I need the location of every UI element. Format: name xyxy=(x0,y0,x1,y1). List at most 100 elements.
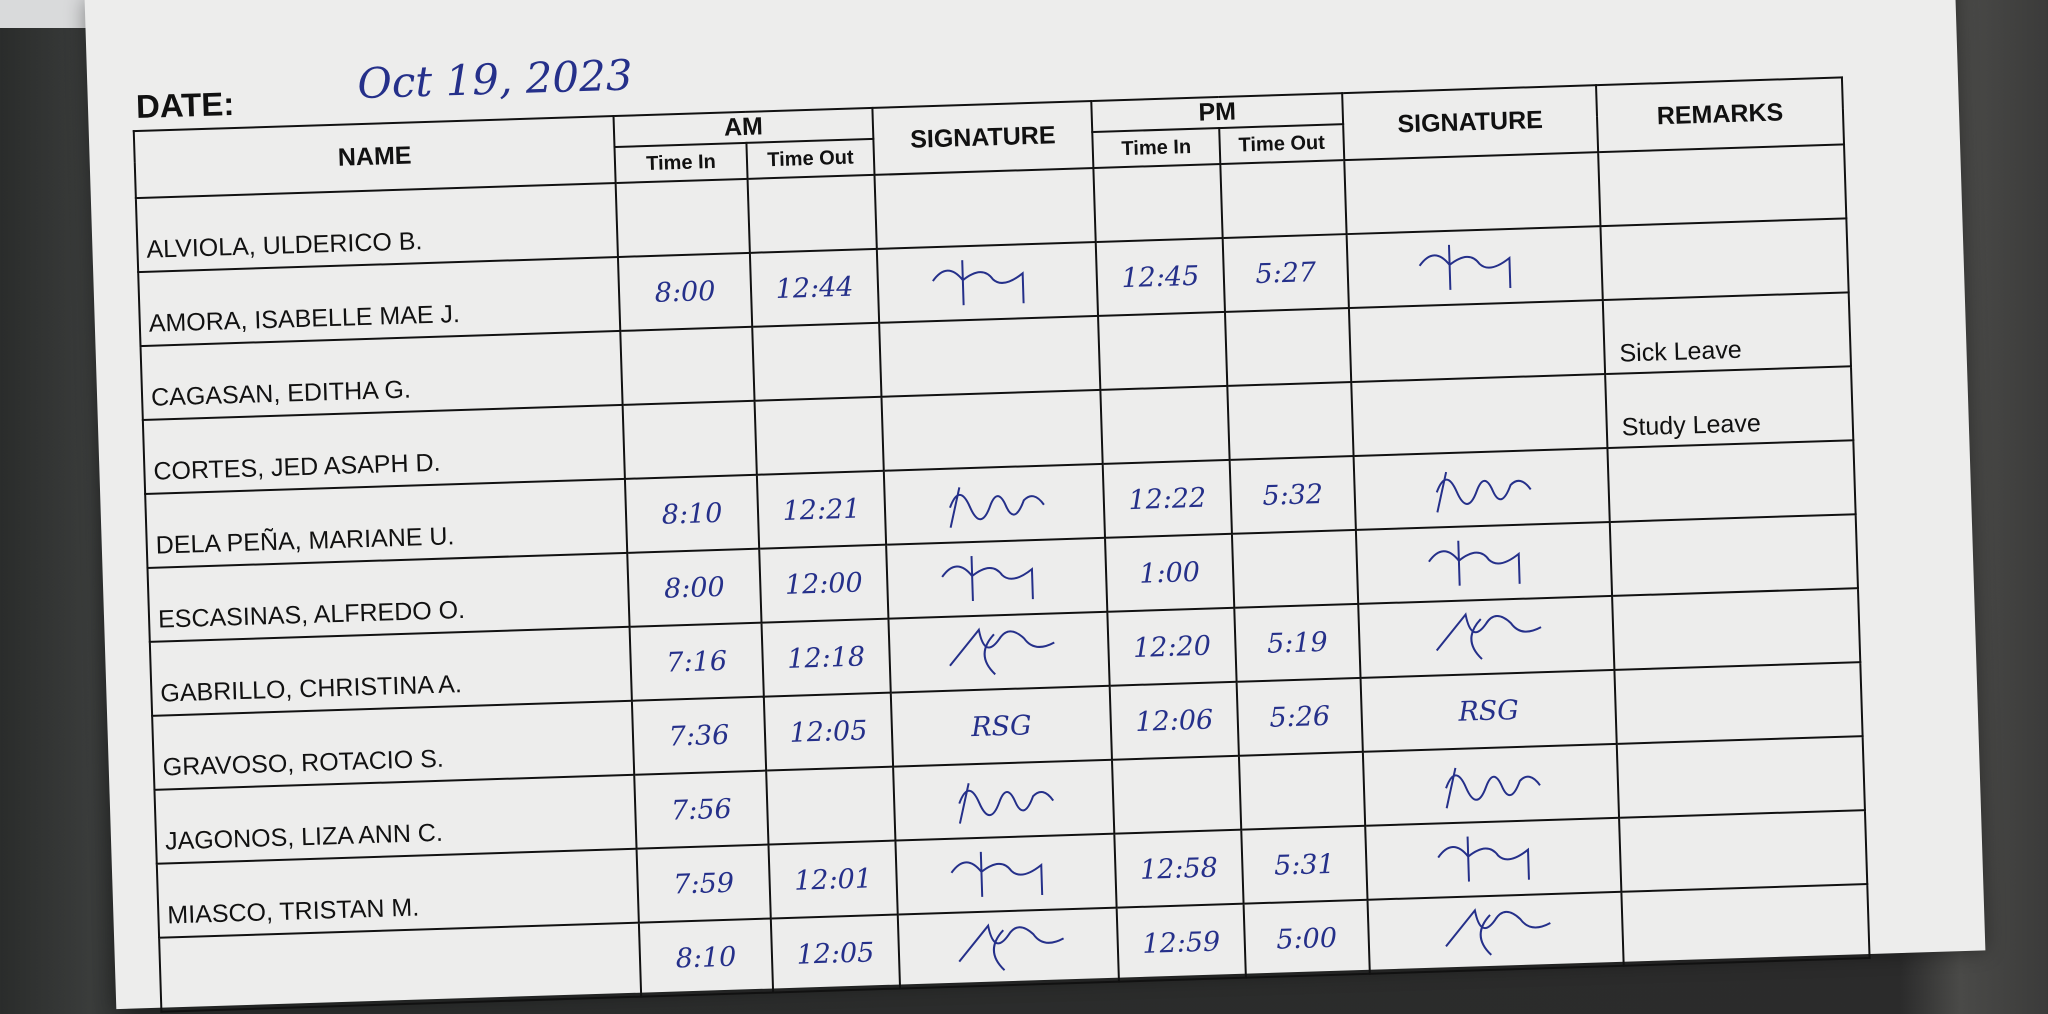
am-time-out: 12:01 xyxy=(768,840,898,919)
remarks xyxy=(1614,662,1863,744)
header-am-signature: SIGNATURE xyxy=(872,101,1094,175)
remarks xyxy=(1619,810,1868,892)
pm-time-in: 12:06 xyxy=(1109,681,1239,760)
table-row: AMORA, ISABELLE MAE J. 8:00 12:44 12:45 5:27 xyxy=(138,218,1849,347)
am-time-in xyxy=(622,400,757,479)
pm-time-in: 12:22 xyxy=(1102,459,1232,538)
pm-time-in: 12:59 xyxy=(1116,903,1246,982)
pm-signature xyxy=(1351,374,1608,456)
am-signature xyxy=(883,463,1106,545)
remarks xyxy=(1598,144,1847,227)
am-time-in: 7:16 xyxy=(629,622,764,701)
pm-signature xyxy=(1367,891,1624,974)
am-signature xyxy=(886,537,1108,619)
am-time-in: 8:10 xyxy=(624,474,760,553)
am-time-in: 8:10 xyxy=(638,918,774,997)
remarks: Study Leave xyxy=(1605,366,1854,449)
pm-time-out: 5:26 xyxy=(1236,677,1363,756)
signature-text: RSG xyxy=(1457,694,1520,728)
pm-time-in xyxy=(1098,311,1228,390)
am-time-out xyxy=(766,766,896,845)
handwritten-signature xyxy=(948,487,1045,528)
remarks xyxy=(1600,218,1849,301)
am-time-out: 12:44 xyxy=(749,248,880,327)
pm-signature xyxy=(1348,300,1606,383)
am-signature xyxy=(895,833,1117,915)
pm-time-in: 1:00 xyxy=(1105,533,1235,612)
pm-time-out xyxy=(1224,308,1352,386)
table-row: DELA PEÑA, MARIANE U. 8:10 12:21 12:22 5:32 xyxy=(145,440,1856,568)
pm-time-in: 12:58 xyxy=(1114,829,1244,908)
am-signature xyxy=(879,315,1101,397)
header-pm-time-in: Time In xyxy=(1092,128,1221,169)
pm-time-out xyxy=(1238,751,1366,830)
remarks xyxy=(1607,440,1856,522)
am-time-out xyxy=(752,322,882,401)
am-time-out xyxy=(754,396,884,475)
attendance-rows: ALVIOLA, ULDERICO B. AMORA, ISABELLE MAE … xyxy=(135,144,1870,1012)
handwritten-signature xyxy=(1445,908,1551,956)
attendance-sheet: DATE: Oct 19, 2023 NAME AM SIGNATURE PM … xyxy=(84,0,1986,1012)
pm-signature xyxy=(1365,817,1622,900)
date-label: DATE: xyxy=(135,84,235,126)
remarks xyxy=(1609,514,1858,596)
am-signature: RSG xyxy=(890,685,1112,767)
signature-text: RSG xyxy=(970,709,1033,743)
am-signature xyxy=(897,907,1119,989)
remarks: Sick Leave xyxy=(1602,292,1851,375)
am-time-in xyxy=(620,326,755,405)
handwritten-signature xyxy=(1445,767,1541,809)
am-time-in: 7:36 xyxy=(631,696,767,775)
am-signature xyxy=(874,168,1096,249)
handwritten-signature xyxy=(1435,471,1532,513)
handwritten-signature xyxy=(950,851,1043,897)
handwritten-signature xyxy=(1437,836,1530,882)
pm-time-in: 12:20 xyxy=(1107,607,1237,686)
pm-time-in xyxy=(1100,385,1230,464)
am-signature xyxy=(876,241,1099,323)
remarks xyxy=(1616,736,1865,818)
pm-signature xyxy=(1353,448,1610,530)
am-signature xyxy=(881,389,1103,471)
pm-time-out: 5:27 xyxy=(1222,234,1349,312)
header-pm-signature: SIGNATURE xyxy=(1342,85,1599,161)
pm-time-out: 5:31 xyxy=(1241,825,1368,904)
pm-time-in: 12:45 xyxy=(1095,237,1225,316)
am-signature xyxy=(888,611,1110,693)
pm-time-out: 5:32 xyxy=(1229,455,1356,534)
table-row: JAGONOS, LIZA ANN C. 7:56 xyxy=(154,736,1865,864)
pm-signature xyxy=(1344,152,1601,235)
handwritten-signature xyxy=(1435,612,1542,660)
remarks xyxy=(1612,588,1861,670)
header-am-time-out: Time Out xyxy=(746,138,875,179)
table-row: GABRILLO, CHRISTINA A. 7:16 12:18 12:20 5:19 xyxy=(149,588,1861,716)
am-time-out xyxy=(747,174,877,253)
pm-signature: RSG xyxy=(1360,669,1617,752)
handwritten-signature xyxy=(1418,244,1512,290)
am-time-out: 12:00 xyxy=(759,544,889,623)
handwritten-signature xyxy=(940,556,1034,602)
pm-signature xyxy=(1362,743,1620,826)
attendance-table: NAME AM SIGNATURE PM SIGNATURE REMARKS T… xyxy=(133,76,1871,1012)
employee-name xyxy=(159,922,642,1012)
pm-time-out: 5:00 xyxy=(1243,899,1370,978)
am-time-out: 12:18 xyxy=(761,618,891,697)
handwritten-signature xyxy=(957,783,1054,824)
pm-time-out: 5:19 xyxy=(1234,603,1361,682)
am-time-out: 12:21 xyxy=(756,470,887,549)
handwritten-signature xyxy=(957,923,1064,971)
pm-time-out xyxy=(1231,529,1359,608)
pm-signature xyxy=(1346,226,1603,309)
handwritten-signature xyxy=(1428,540,1521,586)
am-time-in: 8:00 xyxy=(627,548,762,627)
pm-time-out xyxy=(1220,160,1347,238)
am-time-in: 7:59 xyxy=(636,844,771,923)
date-value: Oct 19, 2023 xyxy=(356,50,634,109)
handwritten-signature xyxy=(948,627,1055,676)
table-row: ESCASINAS, ALFREDO O. 8:00 12:00 1:00 xyxy=(147,514,1858,642)
pm-time-out xyxy=(1227,382,1354,460)
am-time-in xyxy=(615,178,750,257)
am-time-out: 12:05 xyxy=(763,692,894,771)
header-remarks: REMARKS xyxy=(1596,77,1845,153)
handwritten-signature xyxy=(931,260,1025,306)
